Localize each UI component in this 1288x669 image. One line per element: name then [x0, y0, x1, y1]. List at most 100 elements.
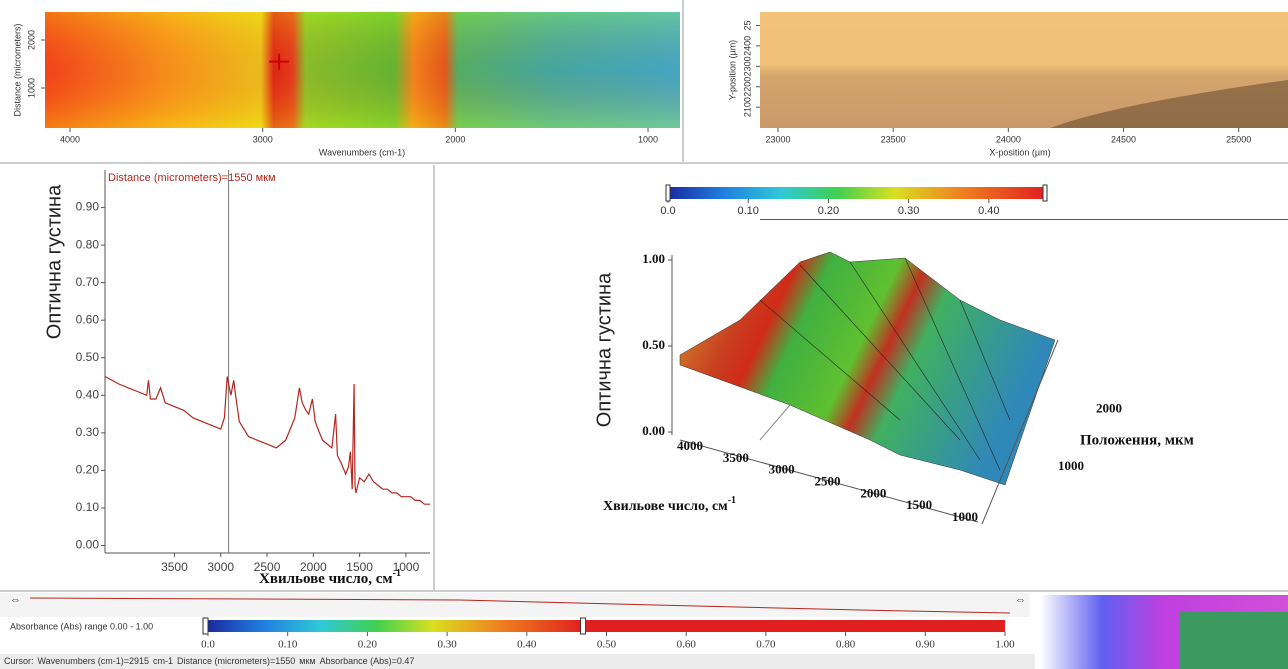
colorbar-tick-label: 0.40 [517, 639, 537, 651]
y-tick-label: 0.30 [76, 425, 100, 439]
y-tick-label: 25 [742, 20, 752, 30]
surface-3d[interactable] [679, 251, 1056, 486]
y-tick-label: 0.60 [76, 312, 100, 326]
status-wavenumber-unit: cm-1 [153, 656, 173, 666]
x-axis-label: Хвильове число, см-1 [259, 568, 401, 587]
status-distance: 1550 [275, 656, 295, 666]
status-text: Cursor: Wavenumbers (cm-1)=2915 cm-1 Distan… [4, 656, 414, 666]
y-tick-label: 0.70 [76, 275, 100, 289]
x-tick-label: 2500 [254, 560, 281, 574]
y-tick-label: 2100 [742, 97, 752, 117]
colorbar-tick-label: 0.0 [201, 639, 215, 651]
surface-colorbar[interactable] [668, 187, 1045, 199]
y-tick-label: 2300 [742, 56, 752, 76]
x-tick-label: 25000 [1226, 134, 1251, 144]
x-tick-label: 4000 [677, 438, 703, 453]
x-tick-label: 2000 [300, 560, 327, 574]
colorbar-tick-label: 0.30 [898, 205, 919, 217]
range-handle[interactable] [202, 617, 209, 635]
overview-line [29, 597, 1011, 614]
y-tick-label: 2200 [742, 77, 752, 97]
x-tick-label: 3500 [161, 560, 188, 574]
colorbar-tick-label: 0.20 [358, 639, 378, 651]
x-tick-label: 1500 [346, 560, 373, 574]
status-absorbance-label: Absorbance (Abs)= [320, 656, 397, 666]
colorbar-tick-label: 0.60 [677, 639, 697, 651]
colorbar-tick-label: 0.40 [978, 205, 999, 217]
x-tick-label: 3500 [723, 450, 749, 465]
heatmap-shade [45, 12, 680, 128]
x-tick-label: 1500 [906, 497, 932, 512]
y-axis-label: Оптична густина [43, 184, 65, 339]
x-axis-label-sup: -1 [393, 568, 401, 579]
y-tick-label: 0.80 [76, 237, 100, 251]
colorbar-tick-label: 0.90 [916, 639, 936, 651]
y-tick-label: 2400 [742, 36, 752, 56]
microscope-texture [1050, 80, 1288, 128]
y-tick-label: 0.40 [76, 387, 100, 401]
surface-ridges [759, 257, 1011, 471]
x-tick-label: 24500 [1111, 134, 1136, 144]
z-axis-label: Оптична густина [593, 272, 615, 427]
colorbar-handle[interactable] [665, 184, 671, 202]
x-tick-label: 3000 [253, 134, 273, 144]
x-axis-label: Хвильове число, см-1 [603, 495, 736, 514]
status-bar [0, 654, 1035, 669]
x-tick-label: 1000 [393, 560, 420, 574]
colorbar-tick-label: 0.70 [756, 639, 776, 651]
z-tick-label: 0.00 [642, 423, 665, 438]
x-axis-3d [679, 439, 979, 523]
x-tick-label: 24000 [996, 134, 1021, 144]
colorbar-tick-label: 1.00 [995, 639, 1015, 651]
absorbance-colorbar [208, 620, 583, 632]
nav-arrows[interactable]: ⇔ [1015, 594, 1026, 606]
status-distance-unit: мкм [299, 656, 315, 666]
leader-line [759, 404, 791, 441]
colorbar-tick-label: 0.30 [437, 639, 457, 651]
y-tick-label: 2000 [26, 30, 36, 50]
range-handle[interactable] [580, 617, 587, 635]
x-tick-label: 1000 [952, 509, 978, 524]
y-tick-label: 0.90 [76, 200, 100, 214]
x-axis-label-sup: -1 [728, 495, 736, 506]
overview-strip[interactable] [0, 593, 1030, 617]
status-prefix: Cursor: [4, 656, 34, 666]
x-axis-label: Wavenumbers (cm-1) [319, 147, 405, 157]
nav-arrows[interactable]: ⇔ [10, 594, 21, 606]
z-tick-label: 0.50 [642, 337, 665, 352]
colorbar-tick-label: 0.50 [597, 639, 617, 651]
x-tick-label: 2000 [445, 134, 465, 144]
y-tick-label: 0.50 [76, 350, 100, 364]
colorbar-handle[interactable] [1042, 184, 1048, 202]
status-wavenumber-label: Wavenumbers (cm-1)= [38, 656, 129, 666]
colorbar-tick-label: 0.20 [818, 205, 839, 217]
status-distance-label: Distance (micrometers)= [177, 656, 275, 666]
x-axis-label-text: Хвильове число, см [603, 499, 728, 514]
thumbnail-region [1180, 612, 1288, 669]
y-tick-label: 0.20 [76, 463, 100, 477]
y-tick-label: 0.00 [76, 538, 100, 552]
x-tick-label: 23000 [765, 134, 790, 144]
y-axis-label: Distance (micrometers) [12, 23, 22, 116]
colorbar-tick-label: 0.10 [278, 639, 298, 651]
x-axis-label-text: Хвильове число, см [259, 571, 393, 587]
y-axis-label: Положення, мкм [1080, 432, 1194, 448]
x-tick-label: 4000 [60, 134, 80, 144]
x-axis-label: X-position (µm) [989, 147, 1050, 157]
spectrum-line [104, 375, 430, 505]
y-axis-3d [981, 339, 1059, 525]
z-tick-label: 1.00 [642, 251, 665, 266]
y-tick-label: 1000 [26, 78, 36, 98]
y-tick-label: 0.10 [76, 500, 100, 514]
x-tick-label: 1000 [638, 134, 658, 144]
x-tick-label: 3000 [207, 560, 234, 574]
x-tick-label: 2000 [860, 485, 886, 500]
y-tick-label: 1000 [1058, 458, 1084, 473]
x-tick-label: 23500 [881, 134, 906, 144]
y-tick-label: 2000 [1096, 401, 1122, 416]
colorbar-tick-label: 0.80 [836, 639, 856, 651]
x-tick-label: 2500 [815, 473, 841, 488]
y-axis-label: Y-position (µm) [727, 40, 737, 100]
colorbar-tick-label: 0.10 [738, 205, 759, 217]
